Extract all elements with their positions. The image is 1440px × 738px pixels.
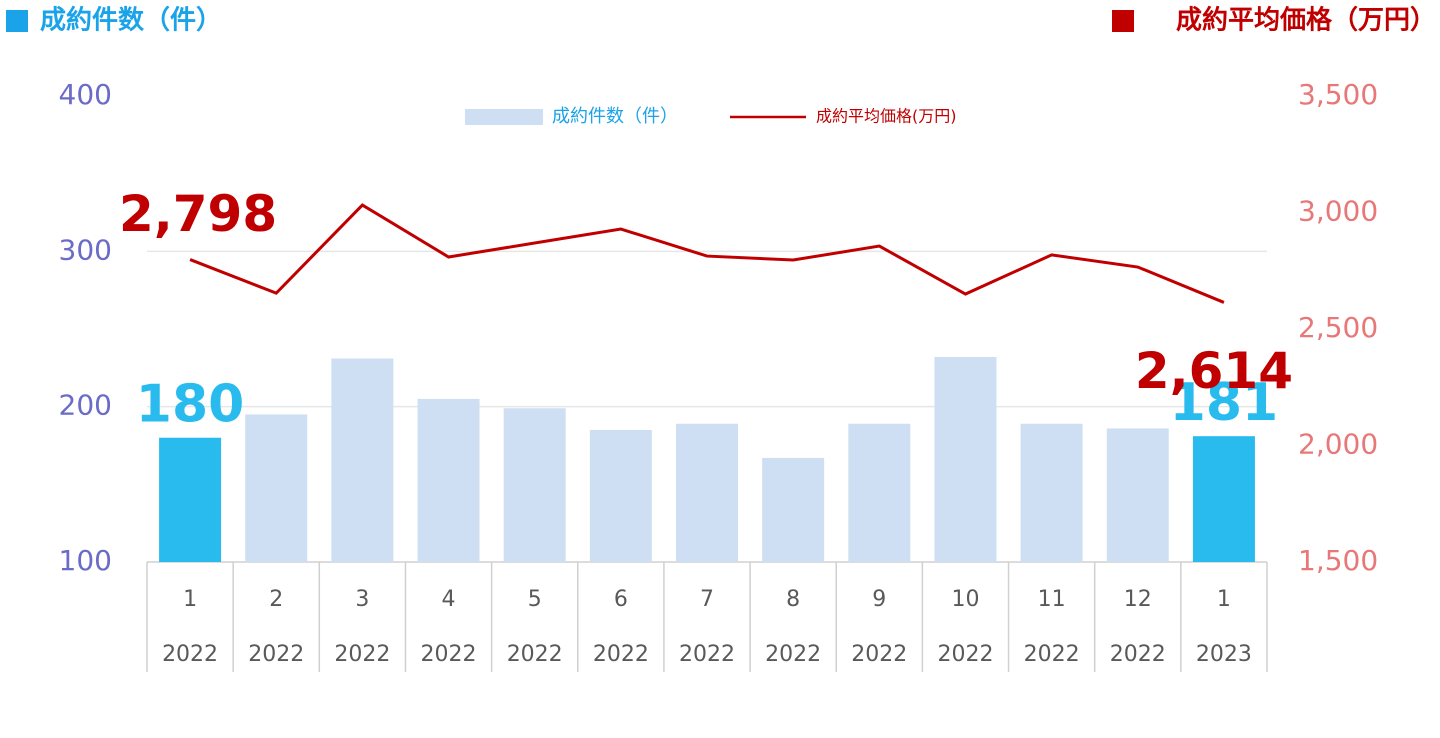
- x-tick-label: 4: [442, 587, 456, 612]
- line: [189, 203, 1225, 304]
- bar: [848, 423, 911, 562]
- y2-tick-label: 2,000: [1298, 428, 1378, 461]
- x-tick-label: 9: [872, 587, 886, 612]
- y-tick-label: 200: [59, 389, 112, 422]
- x-tick-label: 8: [786, 587, 800, 612]
- bar: [1106, 428, 1169, 562]
- x-tick-year: 2022: [421, 642, 477, 667]
- x-tick-year: 2022: [248, 642, 304, 667]
- data-label: 2,614: [1135, 342, 1293, 400]
- bar: [245, 414, 308, 562]
- data-label: 181: [1170, 373, 1279, 433]
- data-label: 180: [136, 375, 245, 435]
- bar: [1020, 423, 1083, 562]
- bar: [503, 408, 566, 562]
- bar: [676, 423, 738, 562]
- x-tick-label: 6: [614, 587, 628, 612]
- x-tick-year: 2022: [679, 642, 735, 667]
- legend-label: 成約件数（件）: [552, 106, 678, 127]
- x-tick-year: 2022: [593, 642, 649, 667]
- x-tick-year: 2022: [1024, 642, 1080, 667]
- bar: [1192, 436, 1255, 562]
- y2-tick-label: 1,500: [1298, 544, 1378, 577]
- data-label: 2,798: [119, 185, 277, 243]
- bar: [159, 437, 222, 562]
- x-tick-label: 7: [700, 587, 714, 612]
- y2-tick-label: 3,000: [1298, 195, 1378, 228]
- bar: [417, 398, 480, 562]
- y2-axis-title: 成約平均価格（万円）: [1176, 5, 1436, 36]
- x-tick-label: 1: [1217, 587, 1231, 612]
- x-tick-year: 2022: [507, 642, 563, 667]
- x-tick-year: 2022: [765, 642, 821, 667]
- x-tick-year: 2022: [937, 642, 993, 667]
- bar: [331, 358, 394, 562]
- x-tick-year: 2023: [1196, 642, 1252, 667]
- bar: [762, 457, 825, 562]
- y-tick-label: 100: [59, 544, 112, 577]
- bar: [589, 429, 652, 562]
- y-tick-label: 300: [59, 233, 112, 266]
- legend-swatch: [465, 109, 543, 125]
- x-tick-label: 1: [183, 587, 197, 612]
- y2-tick-label: 2,500: [1298, 311, 1378, 344]
- bar: [934, 356, 997, 562]
- header-marker: [1112, 10, 1134, 32]
- x-tick-label: 2: [269, 587, 283, 612]
- x-tick-year: 2022: [334, 642, 390, 667]
- x-tick-year: 2022: [162, 642, 218, 667]
- x-tick-label: 5: [528, 587, 542, 612]
- x-tick-year: 2022: [1110, 642, 1166, 667]
- y-axis-title: 成約件数（件）: [40, 5, 222, 36]
- header-marker: [6, 10, 28, 32]
- x-tick-label: 11: [1038, 587, 1066, 612]
- x-tick-year: 2022: [851, 642, 907, 667]
- y2-tick-label: 3,500: [1298, 78, 1378, 111]
- x-tick-label: 10: [951, 587, 979, 612]
- y-tick-label: 400: [59, 78, 112, 111]
- x-tick-label: 3: [355, 587, 369, 612]
- x-tick-label: 12: [1124, 587, 1152, 612]
- legend-label: 成約平均価格(万円): [816, 107, 957, 126]
